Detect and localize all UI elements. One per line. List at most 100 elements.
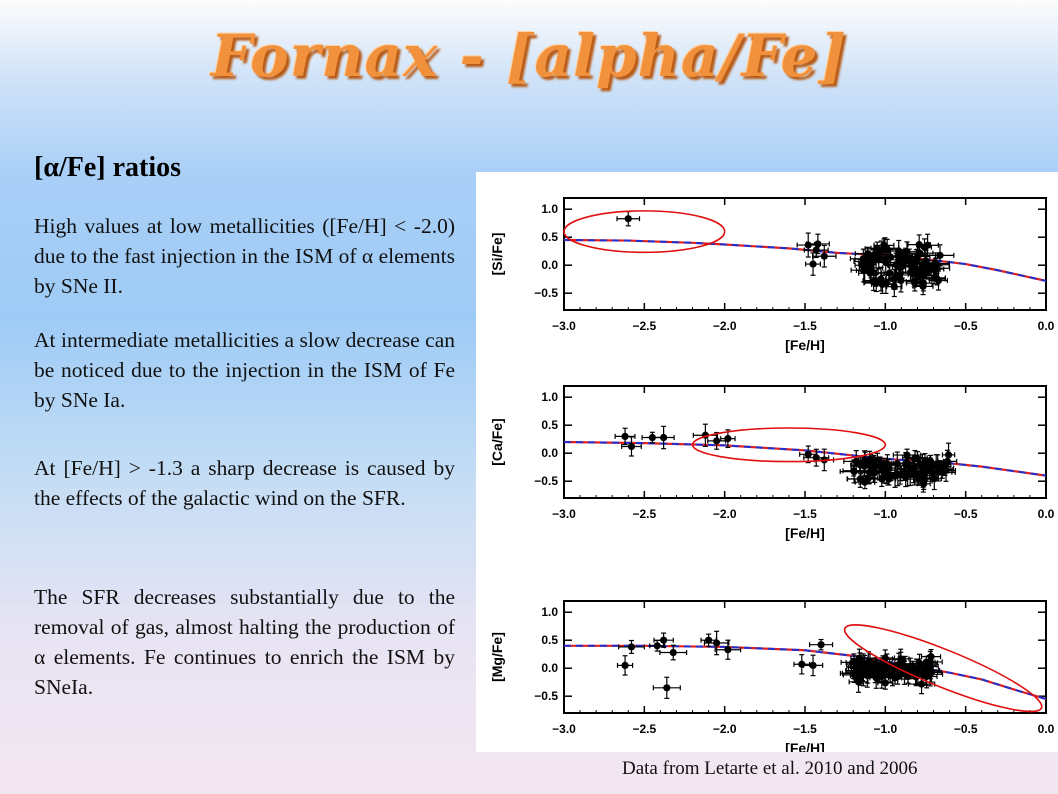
y-tick-label: 0.0 [541,661,558,675]
y-tick-label: 1.0 [541,605,558,619]
x-tick-label: −2.0 [713,319,737,333]
paragraph-2: At intermediate metallicities a slow dec… [34,328,455,412]
data-point [853,253,880,270]
data-point [914,274,933,292]
abundance-plots: −3.0 −2.5 −2.0 −1.5 −1.0 −0.5 0.0 1.0 0.5 0.0 −0.5… [489,197,1055,756]
data-point [803,448,830,467]
data-point [885,662,900,687]
x-tick-label: −1.5 [793,507,817,521]
paragraph-4: The SFR decreases substantially due to t… [34,585,455,699]
data-point [803,242,829,259]
x-tick-label: −1.0 [873,722,897,736]
data-point [621,436,642,457]
data-point [703,630,730,656]
data-point [614,427,636,446]
plot-ca-fe: −3.0 −2.5 −2.0 −1.5 −1.0 −0.5 0.0 1.0 0.5 0.0 −0.5… [489,385,1055,541]
data-point [907,234,931,255]
data-point [618,639,645,654]
data-point [854,475,876,490]
data-point [720,429,736,449]
x-tick-label: −1.0 [873,319,897,333]
data-point [862,274,890,287]
data-point [714,639,742,660]
y-axis-label: [Ca/Fe] [489,418,505,465]
plot-area [564,210,1046,298]
section-subtitle: [α/Fe] ratios [34,152,181,184]
data-point [616,655,634,676]
data-point [883,464,908,488]
data-point [859,459,886,477]
x-tick-label: −2.5 [632,319,656,333]
y-tick-label: −0.5 [534,689,558,703]
subtitle-text: [α/Fe] ratios [34,152,182,183]
data-point [799,445,818,464]
data-source-caption: Data from Letarte et al. 2010 and 2006 [622,758,918,779]
plot-area [564,630,1046,701]
data-point [808,638,834,651]
x-tick-label: −1.5 [793,319,817,333]
plot-frame [563,600,1047,714]
data-point [846,470,874,488]
x-tick-label: 0.0 [1038,319,1055,333]
data-point [936,462,954,477]
figure-panel: −3.0 −2.5 −2.0 −1.5 −1.0 −0.5 0.0 1.0 0.5 0.0 −0.5… [476,172,1058,756]
paragraph-1: High values at low metallicities ([Fe/H]… [34,214,455,298]
model-line-blue [564,644,1046,700]
x-tick-label: −0.5 [954,319,978,333]
y-tick-label: 0.0 [541,446,558,460]
data-point [653,632,674,648]
x-axis-label: [Fe/H] [785,740,825,752]
data-point [928,270,948,291]
data-point [916,261,938,276]
y-axis-label: [Si/Fe] [489,233,505,276]
data-point [925,244,955,267]
x-tick-label: −2.0 [713,722,737,736]
data-point [659,644,688,661]
y-tick-label: 1.0 [541,202,558,216]
highlight-ellipse [843,624,1043,713]
y-tick-label: 0.5 [541,633,558,647]
slide-title: Fornax - [alpha/Fe] [211,22,847,90]
data-point [802,654,824,677]
x-tick-label: −3.0 [552,507,576,521]
x-axis-label: [Fe/H] [785,525,825,541]
plot-mg-fe: −3.0 −2.5 −2.0 −1.5 −1.0 −0.5 0.0 1.0 0.5 0.0 −0.5… [489,600,1055,756]
x-axis-label: [Fe/H] [785,337,825,353]
x-tick-label: 0.0 [1038,722,1055,736]
data-point [652,425,675,450]
x-tick-label: −2.5 [632,722,656,736]
x-tick-label: −1.0 [873,507,897,521]
y-axis-label: [Mg/Fe] [489,632,505,682]
data-point [649,639,666,652]
x-tick-label: −2.0 [713,507,737,521]
x-tick-label: −3.0 [552,722,576,736]
y-tick-label: −0.5 [534,474,558,488]
x-tick-label: −2.5 [632,507,656,521]
plot-si-fe: −3.0 −2.5 −2.0 −1.5 −1.0 −0.5 0.0 1.0 0.5 0.0 −0.5… [489,197,1055,353]
data-point [849,248,877,269]
data-point [877,664,892,677]
data-point [842,666,867,683]
data-point [912,665,939,679]
x-tick-label: 0.0 [1038,507,1055,521]
data-point [616,210,641,227]
data-point [871,274,894,295]
data-point [898,657,922,680]
paragraph-3: At [Fe/H] > -1.3 a sharp decrease is cau… [34,456,455,510]
x-tick-label: −0.5 [954,722,978,736]
plot-area [564,423,1046,493]
highlight-ellipse [563,210,726,254]
y-tick-label: −0.5 [534,286,558,300]
y-tick-label: 1.0 [541,390,558,404]
data-point [652,676,681,699]
x-tick-label: −1.5 [793,722,817,736]
data-point [941,442,956,468]
data-point [707,431,727,450]
data-point [887,255,913,277]
y-tick-label: 0.0 [541,258,558,272]
data-point [793,654,811,675]
highlight-ellipse [691,427,887,463]
data-point [867,452,888,468]
model-line-blue [564,239,1046,282]
plot-frame [563,197,1047,311]
